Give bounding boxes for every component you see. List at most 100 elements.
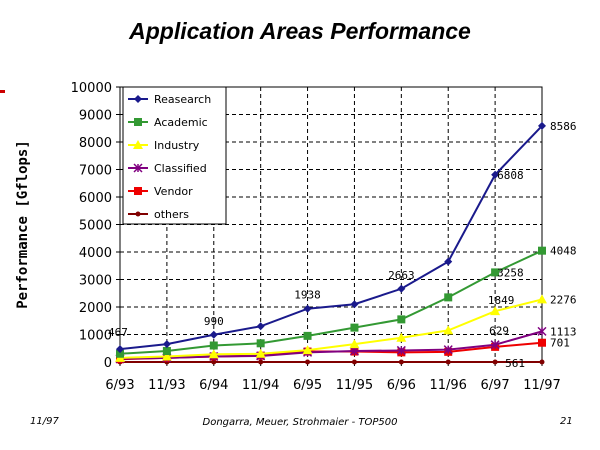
- data-point: [208, 349, 219, 359]
- legend-item-academic: Academic: [128, 116, 208, 129]
- legend-marker: [135, 211, 141, 217]
- data-label: 1113: [550, 325, 577, 338]
- data-label: 467: [108, 326, 128, 339]
- data-point: [492, 359, 498, 365]
- data-point: [161, 351, 172, 361]
- data-point: [444, 257, 453, 266]
- data-label: 1849: [488, 294, 515, 307]
- data-point: [443, 345, 453, 355]
- x-tick-label: 6/94: [199, 378, 228, 393]
- y-axis-label: Performance [Gflops]: [15, 140, 31, 309]
- x-tick-label: 11/94: [242, 378, 279, 393]
- data-label: 990: [204, 315, 224, 328]
- y-tick-label: 2000: [79, 301, 112, 316]
- data-point: [397, 315, 406, 324]
- data-point: [491, 268, 500, 277]
- data-point: [537, 326, 547, 336]
- series-reasearch: [116, 121, 546, 354]
- y-tick-label: 8000: [79, 136, 112, 151]
- data-point: [255, 348, 266, 358]
- x-tick-label: 11/96: [429, 378, 466, 393]
- x-tick-label: 11/95: [336, 378, 373, 393]
- series-others: [117, 359, 545, 365]
- legend-label: Reasearch: [154, 93, 211, 106]
- data-point: [116, 345, 124, 354]
- data-point: [397, 284, 406, 293]
- legend-label: Classified: [154, 162, 207, 175]
- series-line: [119, 125, 543, 351]
- data-point: [162, 347, 171, 355]
- y-tick-label: 6000: [79, 191, 112, 206]
- x-tick-label: 6/96: [387, 378, 416, 393]
- footer-page-number: 21: [560, 416, 573, 427]
- data-point: [350, 323, 359, 332]
- data-point: [305, 359, 311, 365]
- data-point: [491, 170, 500, 179]
- series-line: [119, 330, 543, 360]
- y-tick-label: 7000: [79, 164, 112, 179]
- data-point: [209, 341, 218, 350]
- data-point: [490, 306, 501, 316]
- data-label: 629: [489, 325, 509, 338]
- y-tick-label: 5000: [79, 219, 112, 234]
- legend-item-others: others: [128, 208, 189, 221]
- footer-date: 11/97: [30, 416, 59, 427]
- data-point: [538, 246, 546, 255]
- data-point: [116, 349, 124, 358]
- data-point: [396, 345, 406, 355]
- series-line: [119, 249, 543, 355]
- y-tick-label: 1000: [79, 329, 112, 344]
- data-point: [211, 359, 217, 365]
- data-point: [539, 359, 545, 365]
- data-point: [538, 338, 546, 347]
- legend-marker: [134, 95, 142, 103]
- y-tick-label: 0: [104, 356, 112, 371]
- data-point: [445, 359, 451, 365]
- legend-item-classified: Classified: [128, 162, 207, 175]
- y-tick-label: 9000: [79, 109, 112, 124]
- series-line: [119, 298, 543, 359]
- legend-label: others: [154, 208, 189, 221]
- data-label: 3258: [497, 266, 523, 279]
- data-point: [349, 339, 360, 349]
- data-point: [349, 346, 359, 356]
- data-point: [351, 359, 357, 365]
- data-label: 561: [505, 357, 525, 370]
- x-tick-label: 6/95: [293, 378, 322, 393]
- data-point: [258, 359, 264, 365]
- axes: 0 1000 2000 3000 4000 5000 6000 7000 8000 9000 100…: [15, 81, 561, 393]
- legend-label: Vendor: [154, 185, 193, 198]
- data-label: 6808: [497, 169, 523, 182]
- data-label: 2663: [388, 269, 415, 282]
- footer-credits: Dongarra, Meuer, Strohmaier - TOP500: [202, 417, 398, 428]
- data-point: [302, 345, 313, 355]
- legend-marker: [134, 187, 142, 195]
- data-point: [443, 325, 454, 335]
- legend: Reasearch Academic Industry Classified Vendo…: [122, 86, 227, 225]
- data-label: 1938: [294, 289, 321, 302]
- data-point: [444, 293, 453, 302]
- series-academic: [116, 246, 546, 358]
- data-label: 701: [550, 337, 570, 350]
- data-point: [396, 332, 407, 342]
- x-tick-label: 11/93: [148, 378, 185, 393]
- data-point: [162, 340, 171, 349]
- data-point: [350, 300, 359, 309]
- data-point: [256, 322, 265, 331]
- legend-item-reasearch: Reasearch: [128, 93, 211, 106]
- slide-edge-mark: [0, 90, 5, 93]
- data-point: [398, 359, 404, 365]
- legend-item-industry: Industry: [128, 139, 200, 152]
- y-tick-label: 10000: [71, 81, 112, 96]
- data-point: [538, 121, 546, 130]
- legend-box: [122, 86, 227, 225]
- data-point: [303, 304, 312, 313]
- series-lines: [115, 121, 547, 365]
- x-tick-label: 6/93: [105, 378, 134, 393]
- data-point: [303, 331, 312, 340]
- y-tick-label: 3000: [79, 274, 112, 289]
- x-tick-label: 11/97: [523, 378, 560, 393]
- data-label: 8586: [550, 120, 577, 133]
